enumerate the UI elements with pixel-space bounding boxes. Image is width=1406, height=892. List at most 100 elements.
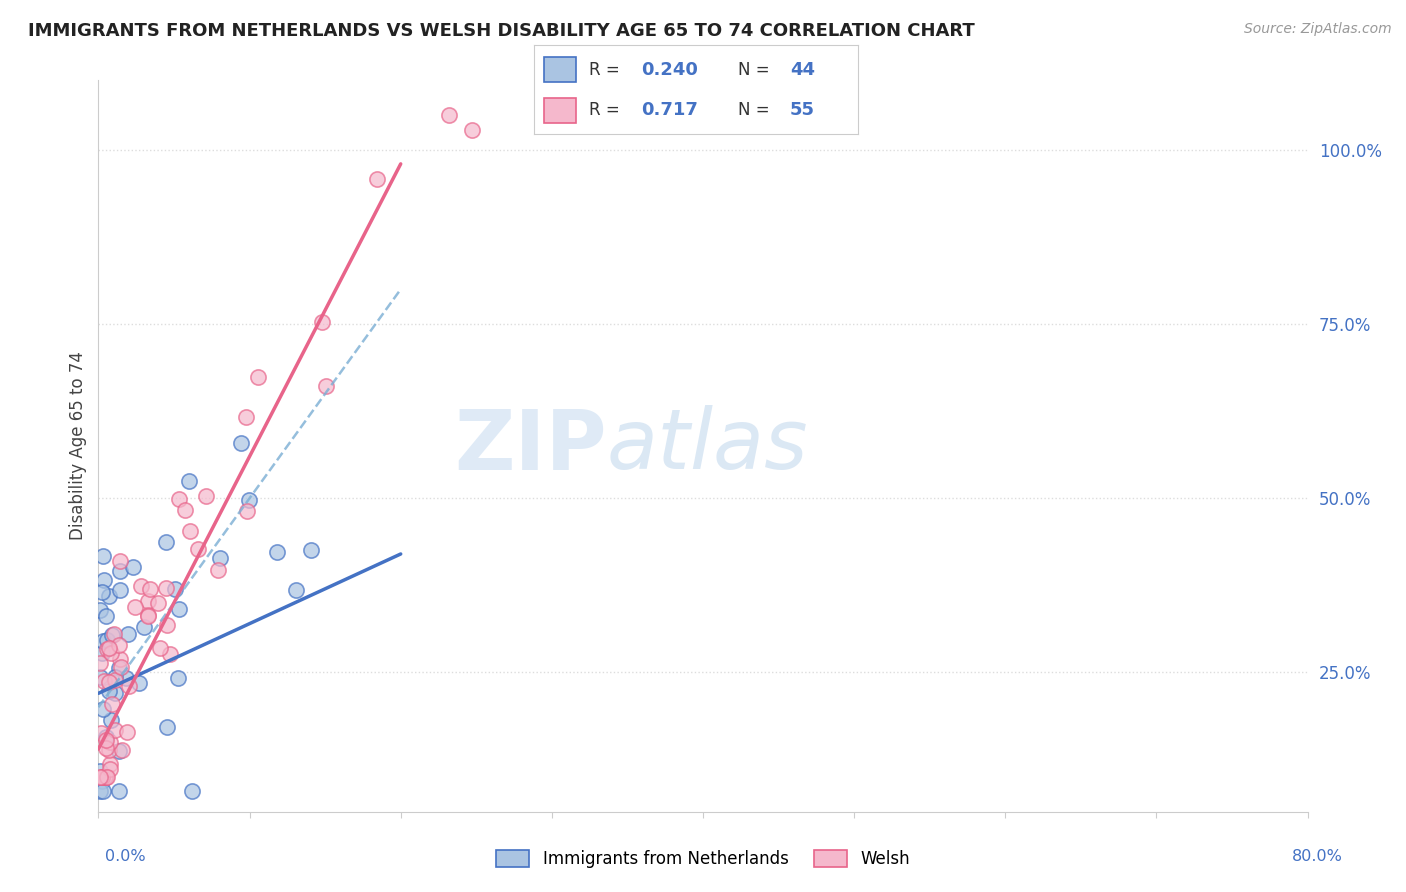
Point bbox=[229, 436, 252, 450]
Point bbox=[177, 475, 200, 489]
Text: ZIP: ZIP bbox=[454, 406, 606, 486]
Point bbox=[108, 660, 131, 674]
Point bbox=[266, 544, 288, 558]
Point bbox=[91, 770, 114, 784]
Point bbox=[285, 582, 308, 597]
Point bbox=[366, 172, 388, 186]
Point bbox=[159, 647, 181, 661]
Point bbox=[115, 671, 138, 685]
Point bbox=[89, 602, 111, 616]
Text: 0.240: 0.240 bbox=[641, 61, 697, 78]
Point bbox=[91, 549, 114, 563]
Point bbox=[247, 369, 270, 384]
Point bbox=[155, 581, 177, 595]
Point bbox=[89, 670, 111, 684]
Point bbox=[100, 713, 122, 727]
Point bbox=[91, 646, 114, 660]
Text: Source: ZipAtlas.com: Source: ZipAtlas.com bbox=[1244, 22, 1392, 37]
Point bbox=[89, 770, 111, 784]
Point bbox=[118, 679, 141, 693]
Point bbox=[129, 579, 152, 593]
Point bbox=[91, 633, 114, 648]
Point bbox=[104, 673, 127, 687]
Text: N =: N = bbox=[738, 101, 775, 119]
Point bbox=[91, 770, 114, 784]
Point bbox=[98, 641, 121, 656]
Point bbox=[207, 563, 229, 577]
Point bbox=[311, 315, 333, 329]
Point bbox=[96, 740, 118, 755]
Point bbox=[89, 784, 111, 798]
Point bbox=[93, 770, 115, 784]
Point bbox=[90, 726, 112, 740]
Point bbox=[208, 551, 231, 566]
Point bbox=[104, 723, 127, 737]
Point bbox=[89, 657, 111, 671]
Text: 0.0%: 0.0% bbox=[105, 849, 146, 863]
Point bbox=[124, 599, 146, 614]
Point bbox=[98, 757, 121, 772]
Point bbox=[167, 602, 190, 616]
Point bbox=[110, 660, 132, 674]
Point bbox=[97, 675, 120, 690]
Legend: Immigrants from Netherlands, Welsh: Immigrants from Netherlands, Welsh bbox=[489, 843, 917, 875]
Point bbox=[111, 743, 134, 757]
Point bbox=[136, 594, 159, 608]
Point bbox=[98, 762, 121, 776]
Point bbox=[96, 730, 118, 744]
Point bbox=[98, 735, 121, 749]
Point bbox=[108, 565, 131, 579]
Point bbox=[101, 698, 124, 712]
Point bbox=[181, 784, 204, 798]
Point bbox=[96, 770, 118, 784]
Point bbox=[89, 764, 111, 779]
Point bbox=[301, 543, 323, 558]
Point bbox=[108, 582, 131, 597]
Point bbox=[93, 673, 115, 688]
Text: IMMIGRANTS FROM NETHERLANDS VS WELSH DISABILITY AGE 65 TO 74 CORRELATION CHART: IMMIGRANTS FROM NETHERLANDS VS WELSH DIS… bbox=[28, 22, 974, 40]
Point bbox=[117, 627, 139, 641]
Point bbox=[174, 503, 197, 517]
Point bbox=[156, 617, 179, 632]
Point bbox=[97, 684, 120, 698]
Text: 44: 44 bbox=[790, 61, 814, 78]
Text: atlas: atlas bbox=[606, 406, 808, 486]
Point bbox=[108, 638, 131, 652]
Point bbox=[437, 108, 460, 122]
Point bbox=[104, 686, 127, 700]
Point bbox=[122, 559, 145, 574]
Point bbox=[195, 489, 218, 503]
Text: 80.0%: 80.0% bbox=[1292, 849, 1343, 863]
Point bbox=[96, 632, 118, 647]
Point bbox=[236, 504, 259, 518]
Point bbox=[166, 671, 188, 685]
Point bbox=[315, 378, 337, 392]
Point bbox=[132, 619, 155, 633]
Point bbox=[97, 743, 120, 757]
Point bbox=[104, 670, 127, 684]
Point bbox=[136, 608, 159, 623]
Point bbox=[155, 535, 177, 549]
Point bbox=[98, 589, 121, 603]
FancyBboxPatch shape bbox=[544, 57, 576, 82]
Point bbox=[96, 770, 118, 784]
Point bbox=[108, 784, 131, 798]
Point bbox=[235, 409, 257, 424]
Point bbox=[90, 585, 112, 599]
Y-axis label: Disability Age 65 to 74: Disability Age 65 to 74 bbox=[69, 351, 87, 541]
Point bbox=[156, 720, 179, 734]
Point bbox=[139, 582, 162, 596]
Text: N =: N = bbox=[738, 61, 775, 78]
Point bbox=[101, 628, 124, 642]
Point bbox=[136, 608, 159, 623]
Point bbox=[179, 524, 201, 538]
Point bbox=[128, 676, 150, 690]
Point bbox=[163, 582, 186, 597]
Point bbox=[107, 744, 129, 758]
Point bbox=[108, 554, 131, 568]
Point bbox=[94, 732, 117, 747]
Text: 0.717: 0.717 bbox=[641, 101, 697, 119]
Point bbox=[103, 627, 125, 641]
Text: R =: R = bbox=[589, 61, 626, 78]
Point bbox=[146, 596, 169, 610]
